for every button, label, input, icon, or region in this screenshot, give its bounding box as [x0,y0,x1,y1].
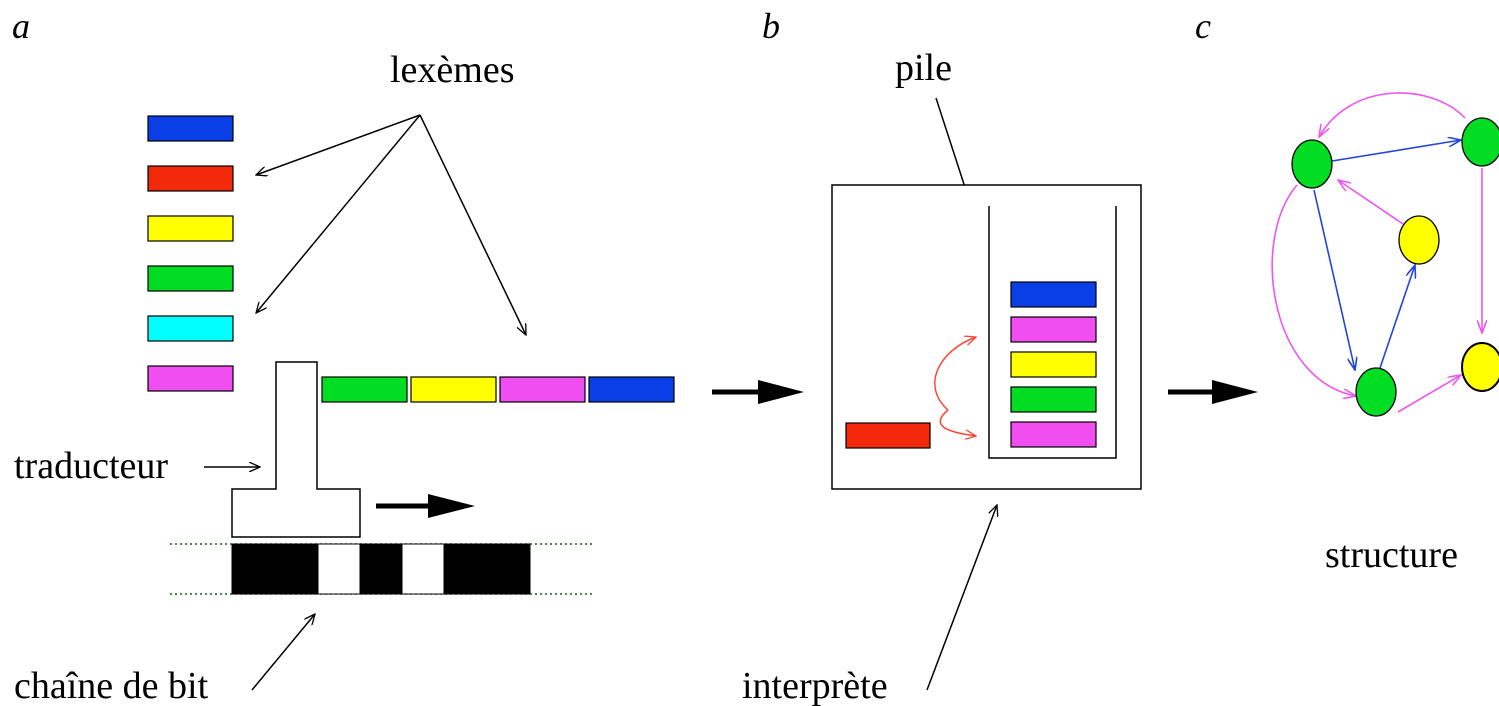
chaine-de-bit-label: chaîne de bit [14,665,209,706]
panel-label-c: c [1195,6,1211,46]
lexeme-cyan [147,315,234,342]
lexemes-arrows [256,114,526,335]
bit-one [443,543,531,595]
edge-mid-to-tl [1338,180,1404,225]
lexemes-arrow-palette-top [256,114,421,175]
edge-tl-to-bottom [1313,189,1355,370]
bit-zero [317,543,361,595]
token-stream [321,376,675,403]
chaine-arrow [251,614,315,691]
edge-bottom-to-right [1397,375,1461,413]
lexeme-palette [147,115,234,392]
lexemes-label: lexèmes [390,49,515,91]
interprete-arrow [926,505,997,691]
lexeme-red [147,165,234,192]
bit-zero [401,543,445,595]
node-green-top-right [1461,117,1499,167]
lexeme-green [147,265,234,292]
stack-item-magenta [1010,316,1097,343]
panel-label-a: a [12,6,30,46]
motion-arrow [376,494,475,518]
edge-tl-to-tr [1331,140,1461,162]
stack [1010,281,1097,448]
structure-graph [1271,92,1499,417]
node-yellow-middle [1398,215,1440,265]
stack-item-blue [1010,281,1097,308]
stack-item-green [1010,386,1097,413]
stream-token-yellow [410,376,497,403]
bit-one [231,543,319,595]
node-green-bottom [1355,367,1397,417]
interprete-label: interprète [742,665,888,706]
lexeme-blue [147,115,234,142]
stream-token-green [321,376,408,403]
edge-tr-to-tl [1319,92,1466,137]
stream-token-blue [588,376,675,403]
stack-item-magenta [1010,421,1097,448]
node-yellow-right [1461,342,1499,392]
lexemes-arrow-stream [419,114,526,335]
stack-item-yellow [1010,351,1097,378]
pop-arc [939,409,976,436]
lexeme-yellow [147,215,234,242]
transition-arrow-b-c [1168,380,1258,404]
traducteur-machine [231,361,361,538]
bit-tape [231,543,531,595]
edge-tl-to-bottom-curve [1271,184,1356,396]
pile-label: pile [895,47,952,89]
edge-bottom-to-mid [1379,265,1415,369]
node-green-top-left [1291,139,1333,189]
interpreter-token [845,422,931,449]
structure-label: structure [1325,534,1458,576]
traducteur-label: traducteur [14,445,168,487]
push-arc [934,337,976,411]
bit-one [359,543,403,595]
lexeme-magenta [147,365,234,392]
stream-token-magenta [499,376,586,403]
lexemes-arrow-palette-bottom [256,114,421,313]
transition-arrow-a-b [712,380,804,404]
panel-label-b: b [762,6,780,46]
stack-container [988,206,1117,459]
